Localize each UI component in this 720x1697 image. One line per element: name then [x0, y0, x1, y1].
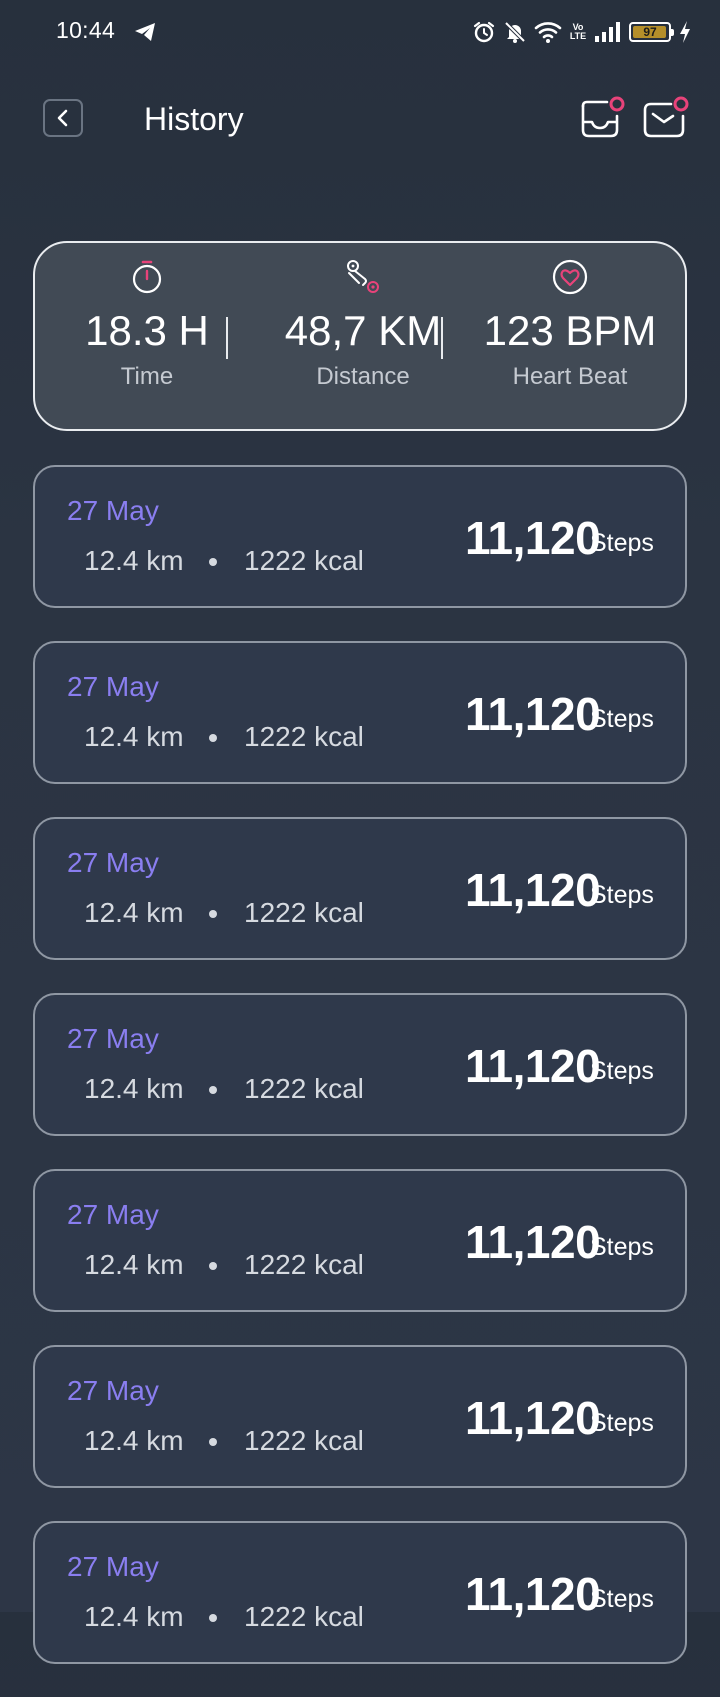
- back-button[interactable]: [43, 99, 83, 137]
- history-steps: 11,120: [465, 1568, 601, 1620]
- telegram-icon: [135, 23, 155, 41]
- history-date: 27 May: [67, 1023, 159, 1054]
- separator-dot: [209, 910, 217, 918]
- summary-divider: [226, 317, 228, 359]
- summary-heart-label: Heart Beat: [512, 363, 628, 390]
- wifi-icon: [534, 22, 562, 43]
- history-date: 27 May: [67, 671, 159, 702]
- history-date: 27 May: [67, 1375, 159, 1406]
- history-steps: 11,120: [465, 1216, 601, 1268]
- inbox-button[interactable]: [577, 96, 625, 142]
- battery-percentage: 97: [643, 25, 657, 39]
- history-distance: 12.4 km: [84, 1073, 184, 1104]
- history-steps-label: Steps: [590, 1057, 654, 1085]
- history-steps-label: Steps: [590, 881, 654, 909]
- history-kcal: 1222 kcal: [244, 545, 364, 576]
- summary-card: 18.3 H Time 48,7 KM Distance 123 BPM Hea…: [33, 241, 687, 431]
- history-card[interactable]: 27 May 12.4 km 1222 kcal 11,120 Steps: [33, 1169, 687, 1312]
- history-kcal: 1222 kcal: [244, 721, 364, 752]
- battery-icon: 97: [629, 22, 674, 42]
- history-distance: 12.4 km: [84, 1249, 184, 1280]
- history-date: 27 May: [67, 495, 159, 526]
- charging-icon: [680, 21, 690, 43]
- separator-dot: [209, 558, 217, 566]
- history-kcal: 1222 kcal: [244, 1425, 364, 1456]
- status-time: 10:44: [56, 17, 116, 43]
- summary-time-label: Time: [120, 363, 174, 390]
- summary-distance-label: Distance: [316, 363, 410, 390]
- bell-muted-icon: [504, 21, 526, 43]
- history-steps: 11,120: [465, 864, 601, 916]
- history-card[interactable]: 27 May 12.4 km 1222 kcal 11,120 Steps: [33, 641, 687, 784]
- history-steps-label: Steps: [590, 1233, 654, 1261]
- inbox-icon: [581, 100, 619, 138]
- history-distance: 12.4 km: [84, 897, 184, 928]
- history-card[interactable]: 27 May 12.4 km 1222 kcal 11,120 Steps: [33, 1521, 687, 1664]
- summary-distance-value: 48,7 KM: [284, 307, 442, 354]
- history-distance: 12.4 km: [84, 1601, 184, 1632]
- history-steps: 11,120: [465, 1040, 601, 1092]
- separator-dot: [209, 734, 217, 742]
- page-title: History: [144, 101, 244, 137]
- history-date: 27 May: [67, 847, 159, 878]
- history-steps: 11,120: [465, 512, 601, 564]
- separator-dot: [209, 1262, 217, 1270]
- mail-icon: [643, 102, 685, 138]
- history-steps: 11,120: [465, 1392, 601, 1444]
- history-kcal: 1222 kcal: [244, 1073, 364, 1104]
- inbox-notification-dot: [609, 96, 625, 112]
- history-distance: 12.4 km: [84, 1425, 184, 1456]
- battery-level: [633, 26, 666, 38]
- alarm-icon: [473, 21, 495, 43]
- separator-dot: [209, 1614, 217, 1622]
- stopwatch-icon: [132, 260, 162, 294]
- heart-icon: [552, 259, 588, 295]
- history-card[interactable]: 27 May 12.4 km 1222 kcal 11,120 Steps: [33, 465, 687, 608]
- summary-divider: [441, 317, 443, 359]
- status-icons: Vo LTE 97: [472, 18, 692, 46]
- battery-tip: [671, 29, 674, 36]
- history-steps-label: Steps: [590, 1585, 654, 1613]
- history-card[interactable]: 27 May 12.4 km 1222 kcal 11,120 Steps: [33, 1345, 687, 1488]
- history-steps-label: Steps: [590, 1409, 654, 1437]
- signal-icon: [595, 22, 620, 42]
- separator-dot: [209, 1438, 217, 1446]
- mail-notification-dot: [673, 96, 689, 112]
- history-kcal: 1222 kcal: [244, 1249, 364, 1280]
- history-kcal: 1222 kcal: [244, 897, 364, 928]
- history-date: 27 May: [67, 1199, 159, 1230]
- history-steps-label: Steps: [590, 705, 654, 733]
- history-steps: 11,120: [465, 688, 601, 740]
- history-kcal: 1222 kcal: [244, 1601, 364, 1632]
- history-card[interactable]: 27 May 12.4 km 1222 kcal 11,120 Steps: [33, 817, 687, 960]
- history-list: 27 May 12.4 km 1222 kcal 11,120 Steps 27…: [33, 465, 687, 1697]
- history-steps-label: Steps: [590, 529, 654, 557]
- volte-badge: Vo LTE: [569, 22, 587, 41]
- mail-button[interactable]: [641, 96, 689, 142]
- summary-time-value: 18.3 H: [85, 307, 209, 354]
- route-icon: [347, 260, 379, 293]
- history-card[interactable]: 27 May 12.4 km 1222 kcal 11,120 Steps: [33, 993, 687, 1136]
- history-distance: 12.4 km: [84, 721, 184, 752]
- summary-heart-value: 123 BPM: [483, 307, 657, 354]
- chevron-left-icon: [57, 109, 68, 127]
- history-distance: 12.4 km: [84, 545, 184, 576]
- history-date: 27 May: [67, 1551, 159, 1582]
- separator-dot: [209, 1086, 217, 1094]
- status-bar: 10:44 Vo LTE 97: [0, 0, 720, 64]
